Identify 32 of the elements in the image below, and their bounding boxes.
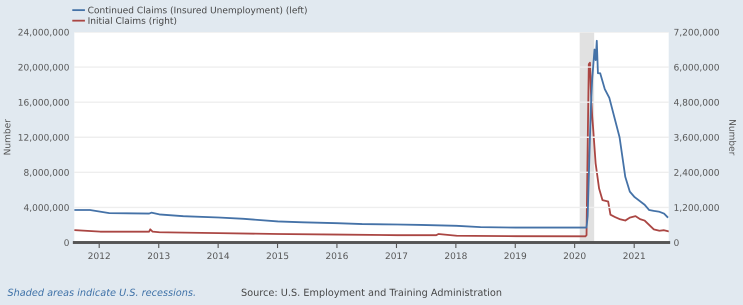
y-tick-label: 16,000,000 — [18, 98, 69, 107]
line-series — [74, 62, 669, 238]
x-tick-label: 2012 — [88, 252, 110, 260]
y-tick-label: 8,000,000 — [24, 169, 69, 177]
x-tick-label: 2013 — [148, 252, 170, 260]
text: Shaded areas indicate U.S. recessions. — [7, 288, 195, 296]
y-axis-title: Number — [3, 119, 10, 154]
y-tick-label: 4,000,000 — [24, 204, 69, 212]
y2-tick-label: 6,000,000 — [674, 64, 719, 72]
y2-tick-label: 4,800,000 — [674, 98, 719, 107]
y2-tick-label: 1,200,000 — [674, 204, 719, 212]
y-tick-label: 0 — [64, 239, 69, 246]
y-tick-label: 12,000,000 — [18, 134, 69, 142]
x-tick-label: 2014 — [207, 252, 230, 260]
y2-tick-label: 0 — [674, 239, 679, 246]
x-tick-label: 2015 — [266, 252, 288, 260]
line-series — [74, 40, 668, 228]
legend-label: Continued Claims (Insured Unemployment) (left) — [88, 6, 307, 16]
y2-tick-label: 2,400,000 — [674, 169, 719, 177]
x-tick-label: 2019 — [504, 252, 526, 260]
y-tick-label: 20,000,000 — [18, 64, 69, 72]
source-note: Source: U.S. Employment and Training Administration — [242, 288, 502, 298]
y2-tick-label: 3,600,000 — [674, 134, 719, 142]
legend-label: Initial Claims (right) — [88, 16, 176, 26]
y-tick-label: 24,000,000 — [18, 28, 69, 37]
x-tick-label: 2017 — [386, 252, 408, 260]
x-tick-label: 2018 — [445, 252, 467, 260]
x-tick-label: 2021 — [623, 252, 645, 260]
y2-tick-label: 7,200,000 — [674, 28, 719, 37]
x-tick-label: 2016 — [326, 252, 348, 260]
y2-axis-title: Number — [729, 120, 736, 156]
x-tick-label: 2020 — [564, 252, 586, 260]
